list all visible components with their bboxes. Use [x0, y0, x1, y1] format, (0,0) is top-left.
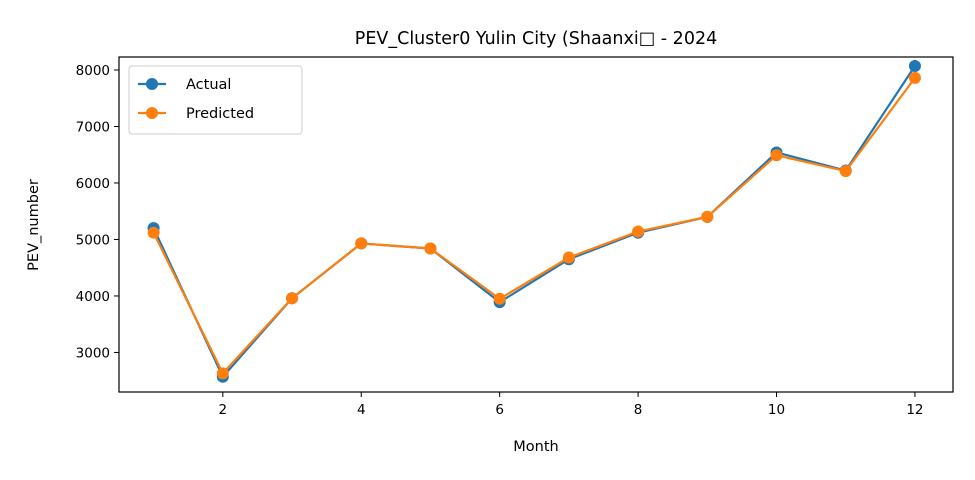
y-tick-label: 3000 — [76, 345, 110, 361]
y-axis: 3000 4000 5000 6000 7000 8000 — [76, 63, 119, 361]
chart-title: PEV_Cluster0 Yulin City (Shaanxi□ - 2024 — [355, 29, 717, 49]
data-point — [908, 60, 921, 73]
data-point — [562, 251, 575, 264]
data-point — [839, 165, 852, 178]
data-point — [632, 225, 645, 238]
legend-marker — [146, 107, 158, 119]
x-tick-label: 2 — [219, 402, 228, 418]
x-tick-label: 12 — [906, 402, 923, 418]
series-line — [152, 77, 916, 375]
data-point — [147, 226, 160, 239]
plot-frame — [118, 56, 954, 393]
data-point — [493, 292, 506, 305]
series-layer — [147, 60, 921, 383]
legend-label: Actual — [186, 77, 231, 93]
y-axis-title: PEV_number — [26, 179, 42, 271]
series-predicted — [147, 71, 921, 380]
legend-marker — [146, 78, 158, 90]
y-tick-label: 5000 — [76, 232, 110, 248]
data-point — [355, 237, 368, 250]
data-point — [908, 71, 921, 84]
data-point — [701, 210, 714, 223]
legend: Actual Predicted — [128, 65, 303, 135]
data-point — [216, 367, 229, 380]
y-tick-label: 7000 — [76, 119, 110, 135]
x-tick-label: 4 — [357, 402, 366, 418]
x-tick-label: 8 — [634, 402, 643, 418]
y-tick-label: 8000 — [76, 63, 110, 79]
data-point — [424, 242, 437, 255]
legend-box — [128, 65, 303, 135]
x-tick-label: 10 — [768, 402, 785, 418]
legend-label: Predicted — [186, 106, 254, 122]
data-point — [770, 149, 783, 162]
legend-item-actual: Actual — [138, 77, 231, 93]
x-tick-label: 6 — [495, 402, 504, 418]
y-tick-label: 4000 — [76, 289, 110, 305]
data-point — [286, 292, 299, 305]
x-axis: 2 4 6 8 10 12 — [219, 392, 924, 418]
x-axis-title: Month — [513, 439, 558, 455]
legend-item-predicted: Predicted — [138, 106, 254, 122]
y-tick-label: 6000 — [76, 176, 110, 192]
